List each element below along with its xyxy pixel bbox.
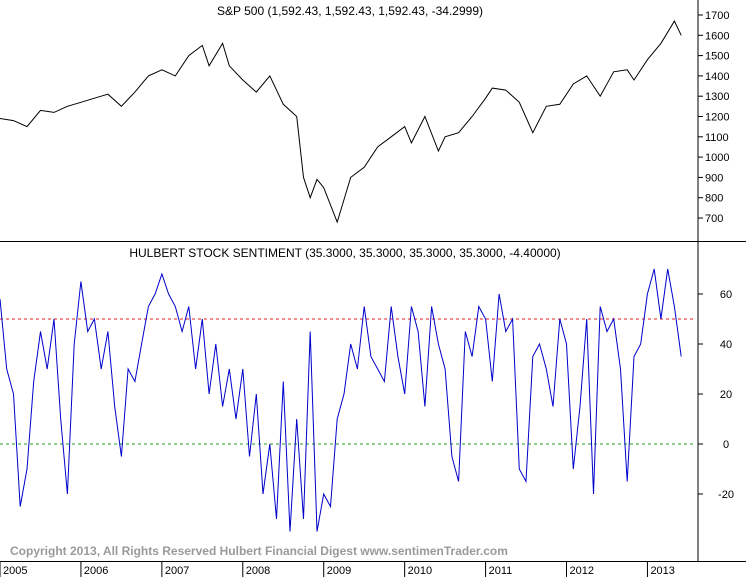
price-y-axis: 700 800 900 1000 1100 1200 1300 1400 1500 1600 170… <box>698 10 729 225</box>
sentiment-y-tick-label: 60 <box>720 289 732 301</box>
price-y-tick: 1500 <box>698 51 729 63</box>
price-y-tick-label: 900 <box>705 172 723 184</box>
price-y-tick-label: 1600 <box>705 30 729 42</box>
sentiment-y-tick-label: 20 <box>720 389 732 401</box>
sentiment-chart-title: HULBERT STOCK SENTIMENT (35.3000, 35.300… <box>129 246 560 260</box>
sentiment-y-tick-label: -20 <box>718 489 734 501</box>
spx-line <box>0 20 682 224</box>
price-y-tick: 800 <box>698 193 723 205</box>
sentiment-y-tick: 20 <box>698 389 732 401</box>
price-y-tick-label: 1700 <box>705 10 729 22</box>
price-y-tick-label: 700 <box>705 213 723 225</box>
x-tick: 2013 <box>646 561 675 577</box>
reference-lines <box>0 318 696 445</box>
x-tick: 2009 <box>323 561 351 577</box>
price-y-tick-label: 1200 <box>705 112 729 124</box>
x-tick-label: 2010 <box>408 565 432 577</box>
x-tick-label: 2012 <box>570 565 594 577</box>
price-y-tick: 1400 <box>698 71 729 83</box>
spx-series <box>0 20 682 224</box>
price-chart-title: S&P 500 (1,592.43, 1,592.43, 1,592.43, -… <box>217 4 483 18</box>
x-tick-label: 2013 <box>650 565 674 577</box>
x-tick-label: 2011 <box>489 565 513 577</box>
price-y-tick: 1700 <box>698 10 729 22</box>
price-y-tick: 1000 <box>698 152 729 164</box>
sentiment-line <box>0 268 682 532</box>
x-tick-label: 2008 <box>246 565 270 577</box>
price-y-tick-label: 1000 <box>705 152 729 164</box>
x-axis: 2005 2006 2007 2008 2009 2010 2011 2012 2013 <box>0 561 675 577</box>
price-y-tick-label: 800 <box>705 193 723 205</box>
price-y-tick-label: 1400 <box>705 71 729 83</box>
x-tick-label: 2005 <box>3 565 27 577</box>
x-tick: 2006 <box>80 561 108 577</box>
x-tick: 2010 <box>404 561 432 577</box>
x-tick-label: 2006 <box>84 565 108 577</box>
price-y-tick: 1200 <box>698 112 729 124</box>
x-tick-label: 2007 <box>165 565 189 577</box>
price-y-tick: 700 <box>698 213 723 225</box>
price-y-tick: 900 <box>698 172 723 184</box>
sentiment-y-tick-label: 40 <box>720 339 732 351</box>
x-tick: 2005 <box>0 561 27 577</box>
sentiment-y-axis: -20 0 20 40 60 <box>698 289 734 501</box>
price-y-tick: 1600 <box>698 30 729 42</box>
price-y-tick: 1300 <box>698 91 729 103</box>
x-tick: 2007 <box>161 561 189 577</box>
x-tick: 2012 <box>566 561 594 577</box>
x-tick: 2011 <box>485 561 513 577</box>
sentiment-y-tick: -20 <box>698 489 734 501</box>
sentiment-y-tick: 60 <box>698 289 732 301</box>
sentiment-y-tick: 0 <box>698 439 729 451</box>
copyright-notice: Copyright 2013, All Rights Reserved Hulb… <box>10 544 508 558</box>
price-y-tick-label: 1100 <box>705 132 729 144</box>
x-tick: 2008 <box>242 561 270 577</box>
sentiment-y-tick: 40 <box>698 339 732 351</box>
price-y-tick-label: 1300 <box>705 91 729 103</box>
price-y-tick: 1100 <box>698 132 729 144</box>
sentiment-y-tick-label: 0 <box>723 439 729 451</box>
sentiment-series <box>0 268 682 532</box>
price-y-tick-label: 1500 <box>705 51 729 63</box>
x-tick-label: 2009 <box>327 565 351 577</box>
